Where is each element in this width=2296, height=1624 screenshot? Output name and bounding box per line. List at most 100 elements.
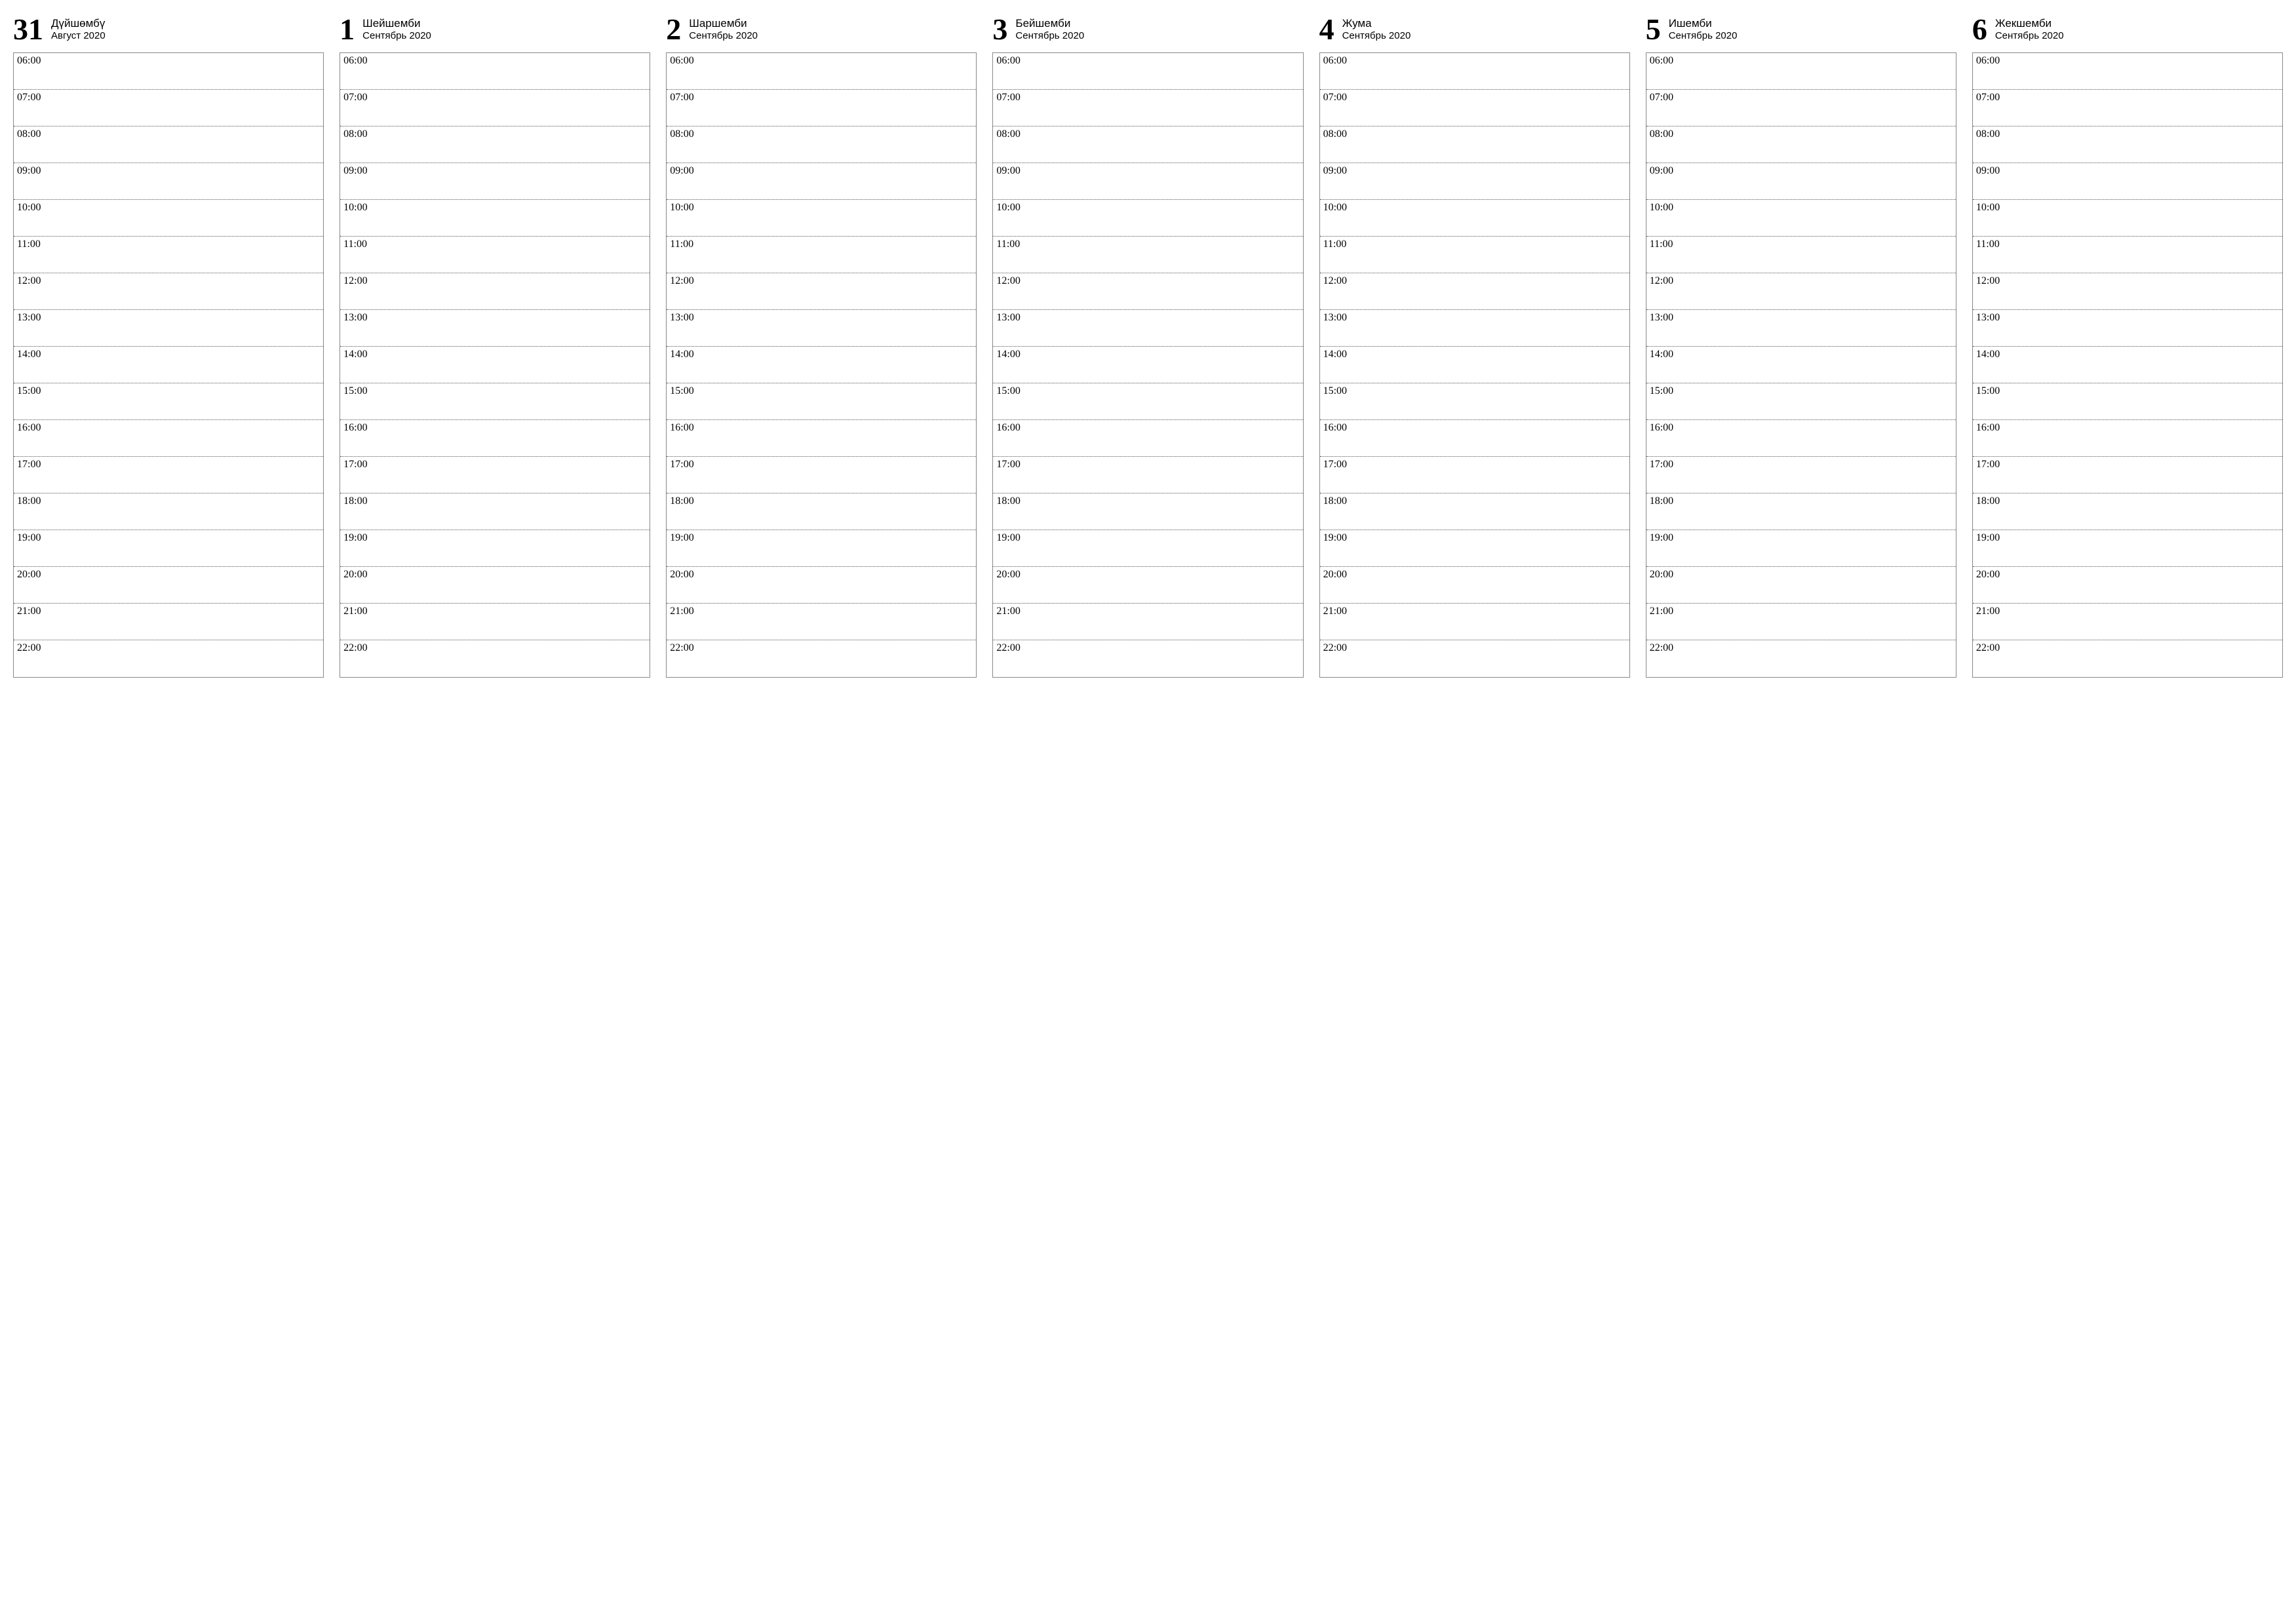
- hour-slot[interactable]: 09:00: [340, 163, 650, 200]
- hour-slot[interactable]: 12:00: [993, 273, 1302, 310]
- hour-slot[interactable]: 18:00: [340, 493, 650, 530]
- hour-slot[interactable]: 15:00: [1646, 383, 1956, 420]
- hour-slot[interactable]: 22:00: [340, 640, 650, 677]
- hour-slot[interactable]: 19:00: [14, 530, 323, 567]
- hour-slot[interactable]: 13:00: [993, 310, 1302, 347]
- hour-slot[interactable]: 09:00: [1320, 163, 1629, 200]
- hour-slot[interactable]: 14:00: [14, 347, 323, 383]
- hour-slot[interactable]: 14:00: [1973, 347, 2282, 383]
- hour-slot[interactable]: 21:00: [993, 604, 1302, 640]
- hour-slot[interactable]: 16:00: [1646, 420, 1956, 457]
- hour-slot[interactable]: 10:00: [340, 200, 650, 237]
- hour-slot[interactable]: 13:00: [1973, 310, 2282, 347]
- hour-slot[interactable]: 09:00: [1973, 163, 2282, 200]
- hour-slot[interactable]: 18:00: [667, 493, 976, 530]
- hour-slot[interactable]: 18:00: [993, 493, 1302, 530]
- hour-slot[interactable]: 13:00: [667, 310, 976, 347]
- hour-slot[interactable]: 22:00: [14, 640, 323, 677]
- hour-slot[interactable]: 20:00: [993, 567, 1302, 604]
- hour-slot[interactable]: 15:00: [667, 383, 976, 420]
- hour-slot[interactable]: 10:00: [667, 200, 976, 237]
- hour-slot[interactable]: 10:00: [1320, 200, 1629, 237]
- hour-slot[interactable]: 21:00: [1320, 604, 1629, 640]
- hour-slot[interactable]: 20:00: [1646, 567, 1956, 604]
- hour-slot[interactable]: 21:00: [1973, 604, 2282, 640]
- hour-slot[interactable]: 12:00: [1320, 273, 1629, 310]
- hour-slot[interactable]: 18:00: [1320, 493, 1629, 530]
- hour-slot[interactable]: 14:00: [667, 347, 976, 383]
- hour-slot[interactable]: 16:00: [1973, 420, 2282, 457]
- hour-slot[interactable]: 15:00: [14, 383, 323, 420]
- hour-slot[interactable]: 11:00: [340, 237, 650, 273]
- hour-slot[interactable]: 20:00: [1973, 567, 2282, 604]
- hour-slot[interactable]: 06:00: [14, 53, 323, 90]
- hour-slot[interactable]: 06:00: [1320, 53, 1629, 90]
- hour-slot[interactable]: 11:00: [1320, 237, 1629, 273]
- hour-slot[interactable]: 10:00: [993, 200, 1302, 237]
- hour-slot[interactable]: 22:00: [667, 640, 976, 677]
- hour-slot[interactable]: 07:00: [1646, 90, 1956, 126]
- hour-slot[interactable]: 07:00: [340, 90, 650, 126]
- hour-slot[interactable]: 20:00: [14, 567, 323, 604]
- hour-slot[interactable]: 12:00: [1646, 273, 1956, 310]
- hour-slot[interactable]: 06:00: [1973, 53, 2282, 90]
- hour-slot[interactable]: 22:00: [993, 640, 1302, 677]
- hour-slot[interactable]: 10:00: [1646, 200, 1956, 237]
- hour-slot[interactable]: 17:00: [340, 457, 650, 493]
- hour-slot[interactable]: 16:00: [14, 420, 323, 457]
- hour-slot[interactable]: 11:00: [1973, 237, 2282, 273]
- hour-slot[interactable]: 18:00: [1646, 493, 1956, 530]
- hour-slot[interactable]: 13:00: [340, 310, 650, 347]
- hour-slot[interactable]: 17:00: [993, 457, 1302, 493]
- hour-slot[interactable]: 19:00: [667, 530, 976, 567]
- hour-slot[interactable]: 07:00: [1320, 90, 1629, 126]
- hour-slot[interactable]: 22:00: [1646, 640, 1956, 677]
- hour-slot[interactable]: 17:00: [1973, 457, 2282, 493]
- hour-slot[interactable]: 22:00: [1973, 640, 2282, 677]
- hour-slot[interactable]: 14:00: [1320, 347, 1629, 383]
- hour-slot[interactable]: 22:00: [1320, 640, 1629, 677]
- hour-slot[interactable]: 12:00: [667, 273, 976, 310]
- hour-slot[interactable]: 09:00: [1646, 163, 1956, 200]
- hour-slot[interactable]: 09:00: [667, 163, 976, 200]
- hour-slot[interactable]: 21:00: [1646, 604, 1956, 640]
- hour-slot[interactable]: 16:00: [993, 420, 1302, 457]
- hour-slot[interactable]: 09:00: [14, 163, 323, 200]
- hour-slot[interactable]: 15:00: [993, 383, 1302, 420]
- hour-slot[interactable]: 15:00: [1973, 383, 2282, 420]
- hour-slot[interactable]: 07:00: [993, 90, 1302, 126]
- hour-slot[interactable]: 14:00: [1646, 347, 1956, 383]
- hour-slot[interactable]: 19:00: [993, 530, 1302, 567]
- hour-slot[interactable]: 21:00: [340, 604, 650, 640]
- hour-slot[interactable]: 11:00: [1646, 237, 1956, 273]
- hour-slot[interactable]: 15:00: [340, 383, 650, 420]
- hour-slot[interactable]: 16:00: [340, 420, 650, 457]
- hour-slot[interactable]: 08:00: [1973, 126, 2282, 163]
- hour-slot[interactable]: 19:00: [340, 530, 650, 567]
- hour-slot[interactable]: 12:00: [340, 273, 650, 310]
- hour-slot[interactable]: 07:00: [667, 90, 976, 126]
- hour-slot[interactable]: 20:00: [1320, 567, 1629, 604]
- hour-slot[interactable]: 14:00: [993, 347, 1302, 383]
- hour-slot[interactable]: 06:00: [1646, 53, 1956, 90]
- hour-slot[interactable]: 08:00: [1646, 126, 1956, 163]
- hour-slot[interactable]: 09:00: [993, 163, 1302, 200]
- hour-slot[interactable]: 12:00: [14, 273, 323, 310]
- hour-slot[interactable]: 08:00: [667, 126, 976, 163]
- hour-slot[interactable]: 07:00: [14, 90, 323, 126]
- hour-slot[interactable]: 19:00: [1320, 530, 1629, 567]
- hour-slot[interactable]: 12:00: [1973, 273, 2282, 310]
- hour-slot[interactable]: 13:00: [1320, 310, 1629, 347]
- hour-slot[interactable]: 08:00: [993, 126, 1302, 163]
- hour-slot[interactable]: 08:00: [1320, 126, 1629, 163]
- hour-slot[interactable]: 19:00: [1646, 530, 1956, 567]
- hour-slot[interactable]: 21:00: [667, 604, 976, 640]
- hour-slot[interactable]: 17:00: [1646, 457, 1956, 493]
- hour-slot[interactable]: 07:00: [1973, 90, 2282, 126]
- hour-slot[interactable]: 18:00: [14, 493, 323, 530]
- hour-slot[interactable]: 11:00: [667, 237, 976, 273]
- hour-slot[interactable]: 17:00: [667, 457, 976, 493]
- hour-slot[interactable]: 06:00: [667, 53, 976, 90]
- hour-slot[interactable]: 13:00: [14, 310, 323, 347]
- hour-slot[interactable]: 08:00: [340, 126, 650, 163]
